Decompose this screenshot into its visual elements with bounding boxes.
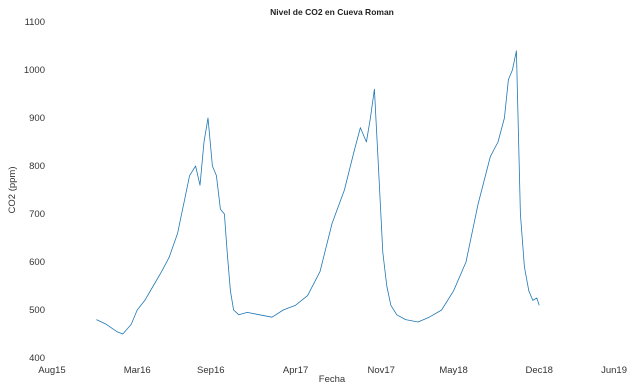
y-tick-label: 1000 [24, 65, 45, 76]
y-tick-label: 600 [29, 257, 45, 268]
y-tick-label: 700 [29, 209, 45, 220]
series-group [96, 50, 540, 335]
y-axis-label: CO2 (ppm) [7, 167, 18, 214]
x-axis: Aug15 Mar16 Sep16 Apr17 Nov17 May18 Dec18 Jun19 [38, 365, 627, 376]
x-tick-label: Dec18 [525, 365, 552, 376]
y-axis: 400 500 600 700 800 900 1000 1100 [24, 17, 45, 364]
x-tick-label: May18 [439, 365, 468, 376]
x-axis-label: Fecha [319, 374, 346, 385]
x-tick-label: Apr17 [283, 365, 308, 376]
y-tick-label: 400 [29, 353, 45, 364]
y-tick-label: 900 [29, 113, 45, 124]
y-tick-label: 1100 [25, 17, 45, 28]
x-tick-label: Aug15 [38, 365, 65, 376]
y-tick-label: 800 [29, 161, 45, 172]
y-tick-label: 500 [29, 305, 45, 316]
x-tick-label: Sep16 [197, 365, 224, 376]
series-line [96, 50, 540, 335]
x-tick-label: Jun19 [601, 365, 627, 376]
x-tick-label: Nov17 [367, 365, 394, 376]
chart-title: Nivel de CO2 en Cueva Roman [270, 7, 394, 17]
x-tick-label: Mar16 [124, 365, 151, 376]
